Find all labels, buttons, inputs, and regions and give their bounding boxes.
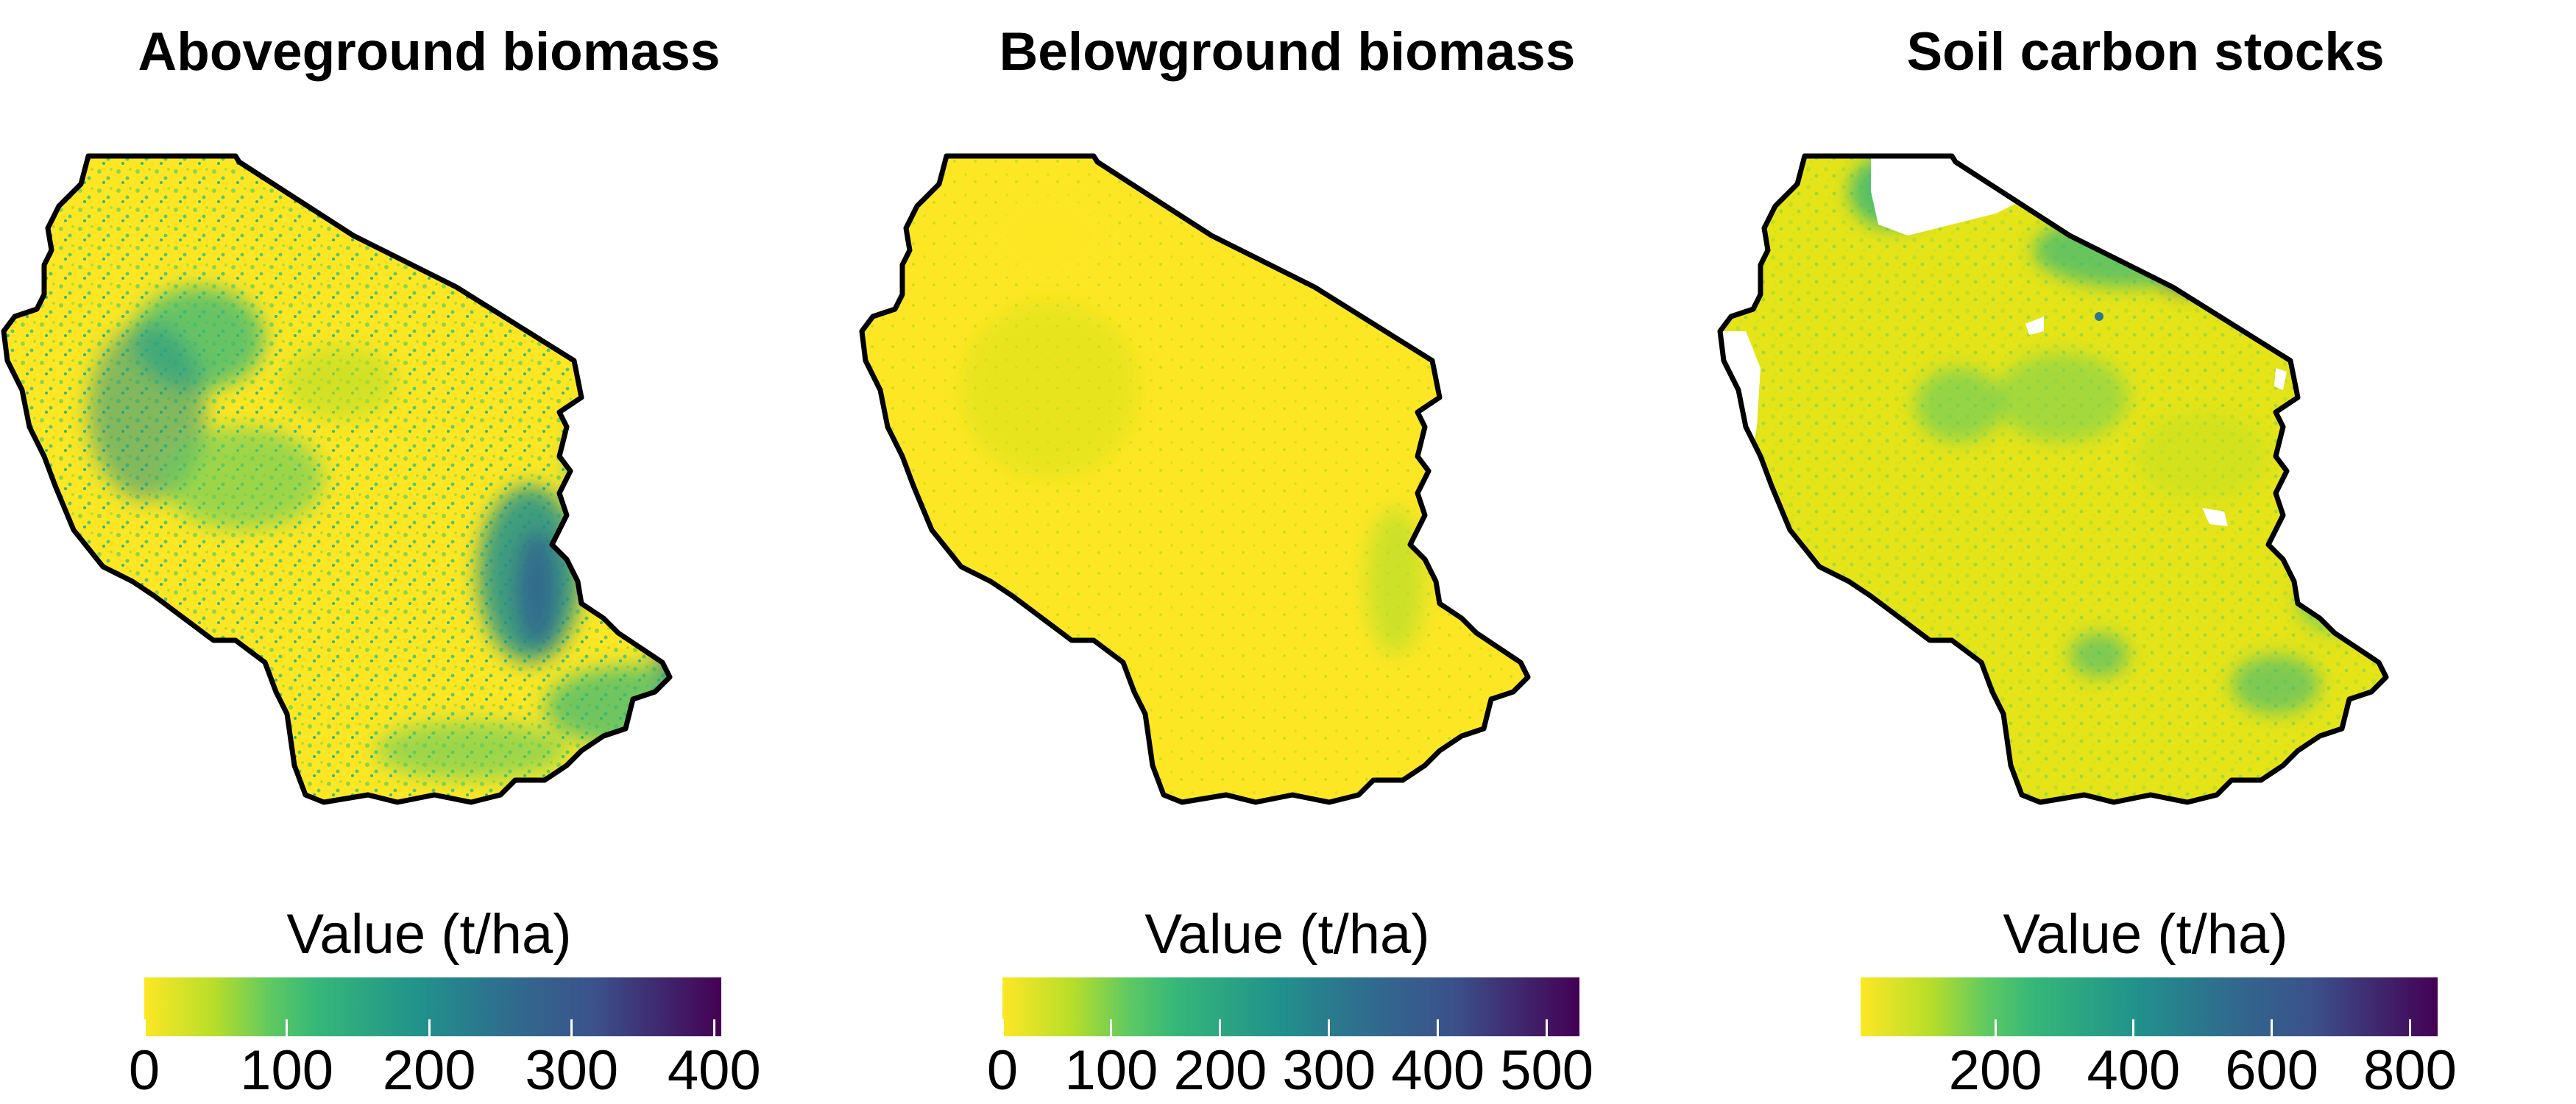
legend-title: Value (t/ha) (286, 903, 572, 966)
colorbar (144, 977, 721, 1036)
colorbar-tick (1994, 1019, 1997, 1036)
panel-soil-carbon: Soil carbon stocks (1716, 0, 2575, 1104)
colorbar-tick (1437, 1019, 1440, 1036)
map-soil-carbon (1716, 147, 2575, 810)
colorbar-tick-label: 100 (240, 1039, 333, 1102)
colorbar-tick (1328, 1019, 1331, 1036)
colorbar-tick-label: 300 (525, 1039, 619, 1102)
legend-title: Value (t/ha) (2003, 903, 2288, 966)
raster-belowground (862, 156, 1528, 802)
legend-title: Value (t/ha) (1144, 903, 1430, 966)
panel-belowground: Belowground biomass Value (t/ha) 0 100 200… (858, 0, 1716, 1104)
colorbar-tick-label: 200 (1173, 1039, 1267, 1102)
colorbar-tick-label: 0 (986, 1039, 1019, 1102)
panel-title: Belowground biomass (999, 22, 1576, 82)
colorbar-tick-label: 400 (1391, 1039, 1485, 1102)
colorbar-tick (2271, 1019, 2274, 1036)
panel-title: Aboveground biomass (138, 22, 721, 82)
colorbar (1861, 977, 2438, 1036)
colorbar-tick-label: 200 (1948, 1039, 2042, 1102)
colorbar-tick-label: 400 (2087, 1039, 2181, 1102)
colorbar-tick-label: 800 (2363, 1039, 2457, 1102)
panel-aboveground: Aboveground biomass (0, 0, 858, 1104)
map-aboveground (0, 147, 858, 810)
colorbar-tick-label: 400 (667, 1039, 761, 1102)
colorbar-tick (143, 1019, 146, 1036)
colorbar-tick-label: 300 (1282, 1039, 1376, 1102)
map-belowground (858, 147, 1716, 810)
raster-aboveground (4, 156, 670, 802)
colorbar-tick-label: 500 (1500, 1039, 1594, 1102)
colorbar-tick (2132, 1019, 2135, 1036)
colorbar-tick-label: 600 (2225, 1039, 2319, 1102)
colorbar (1002, 977, 1579, 1036)
colorbar-tick-label: 0 (128, 1039, 160, 1102)
colorbar-tick (428, 1019, 431, 1036)
colorbar-tick (1546, 1019, 1549, 1036)
colorbar-tick (1219, 1019, 1222, 1036)
colorbar-tick (1001, 1019, 1004, 1036)
colorbar-tick-label: 200 (382, 1039, 476, 1102)
colorbar-tick (286, 1019, 289, 1036)
colorbar-tick (1110, 1019, 1113, 1036)
colorbar-tick (2408, 1019, 2411, 1036)
raster-soil-carbon (1720, 156, 2386, 802)
panel-title: Soil carbon stocks (1906, 22, 2385, 82)
colorbar-tick (712, 1019, 715, 1036)
colorbar-tick (570, 1019, 573, 1036)
colorbar-tick-label: 100 (1064, 1039, 1158, 1102)
